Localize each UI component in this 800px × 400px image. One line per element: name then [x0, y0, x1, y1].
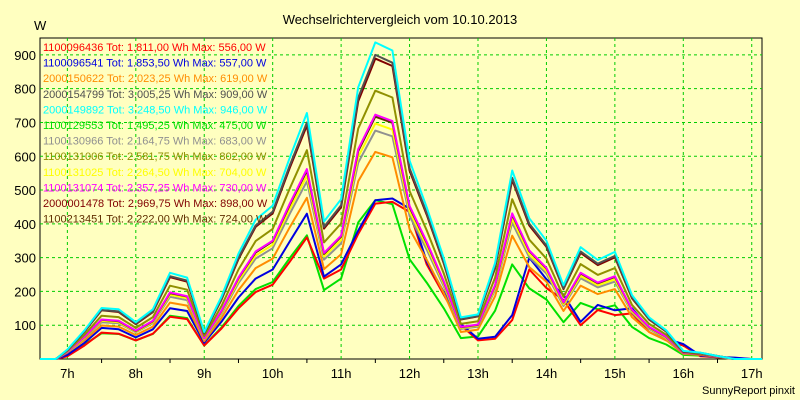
series-line-1100131074	[40, 113, 762, 360]
legend-entry-2000154799: 2000154799 Tot: 3.005,25 Wh Max: 909,00 …	[43, 89, 268, 101]
x-tick-label: 9h	[197, 366, 211, 381]
y-tick-label: 300	[14, 251, 36, 266]
legend-entry-2000149892: 2000149892 Tot: 3.248,50 Wh Max: 946,00 …	[43, 104, 268, 116]
legend-entry-2000001478: 2000001478 Tot: 2.969,75 Wh Max: 898,00 …	[43, 198, 268, 210]
legend-entry-1100213451: 1100213451 Tot: 2.222,00 Wh Max: 724,00 …	[43, 214, 267, 226]
legend: 1100096436 Tot: 1.811,00 Wh Max: 556,00 …	[43, 42, 268, 226]
footer-credit: SunnyReport pinxit	[702, 385, 795, 397]
legend-entry-2000150622: 2000150622 Tot: 2.023,25 Wh Max: 619,00 …	[43, 73, 268, 85]
legend-entry-1100131074: 1100131074 Tot: 2.357,25 Wh Max: 730,00 …	[43, 182, 267, 194]
lines-layer	[40, 41, 762, 360]
x-tick-label: 14h	[536, 366, 558, 381]
x-tick-label: 10h	[262, 366, 284, 381]
x-tick-label: 15h	[604, 366, 626, 381]
y-tick-label: 900	[14, 48, 36, 63]
x-tick-label: 16h	[672, 366, 694, 381]
legend-entry-1100131006: 1100131006 Tot: 2.581,75 Wh Max: 802,00 …	[43, 151, 267, 163]
x-tick-label: 8h	[129, 366, 143, 381]
legend-entry-1100129553: 1100129553 Tot: 1.495,25 Wh Max: 475,00 …	[43, 120, 267, 132]
legend-entry-1100131025: 1100131025 Tot: 2.264,50 Wh Max: 704,00 …	[43, 167, 267, 179]
x-tick-label: 12h	[399, 366, 421, 381]
series-line-1100131006	[40, 89, 762, 360]
legend-entry-1100096541: 1100096541 Tot: 1.853,50 Wh Max: 557,00 …	[43, 58, 267, 70]
y-tick-label: 100	[14, 318, 36, 333]
x-tick-label: 17h	[741, 366, 763, 381]
legend-entry-1100130966: 1100130966 Tot: 2.164,75 Wh Max: 683,00 …	[43, 136, 267, 148]
x-tick-label: 11h	[331, 366, 352, 381]
y-tick-label: 200	[14, 284, 36, 299]
axis-layer: 100 200 300 400 500 600 700 800 900 7h 8h 9h 10h 11h 1…	[14, 48, 762, 381]
series-line-2000149892	[40, 41, 762, 360]
legend-entry-1100096436: 1100096436 Tot: 1.811,00 Wh Max: 556,00 …	[43, 42, 266, 54]
x-tick-label: 7h	[60, 366, 74, 381]
y-tick-label: 800	[14, 82, 36, 97]
x-tick-label: 13h	[467, 366, 489, 381]
y-tick-label: 600	[14, 149, 36, 164]
y-axis-label: W	[34, 18, 47, 33]
series-line-2000150622	[40, 150, 762, 360]
chart-title: Wechselrichtervergleich vom 10.10.2013	[283, 12, 518, 27]
y-tick-label: 400	[14, 217, 36, 232]
y-tick-label: 500	[14, 183, 36, 198]
y-tick-label: 700	[14, 115, 36, 130]
